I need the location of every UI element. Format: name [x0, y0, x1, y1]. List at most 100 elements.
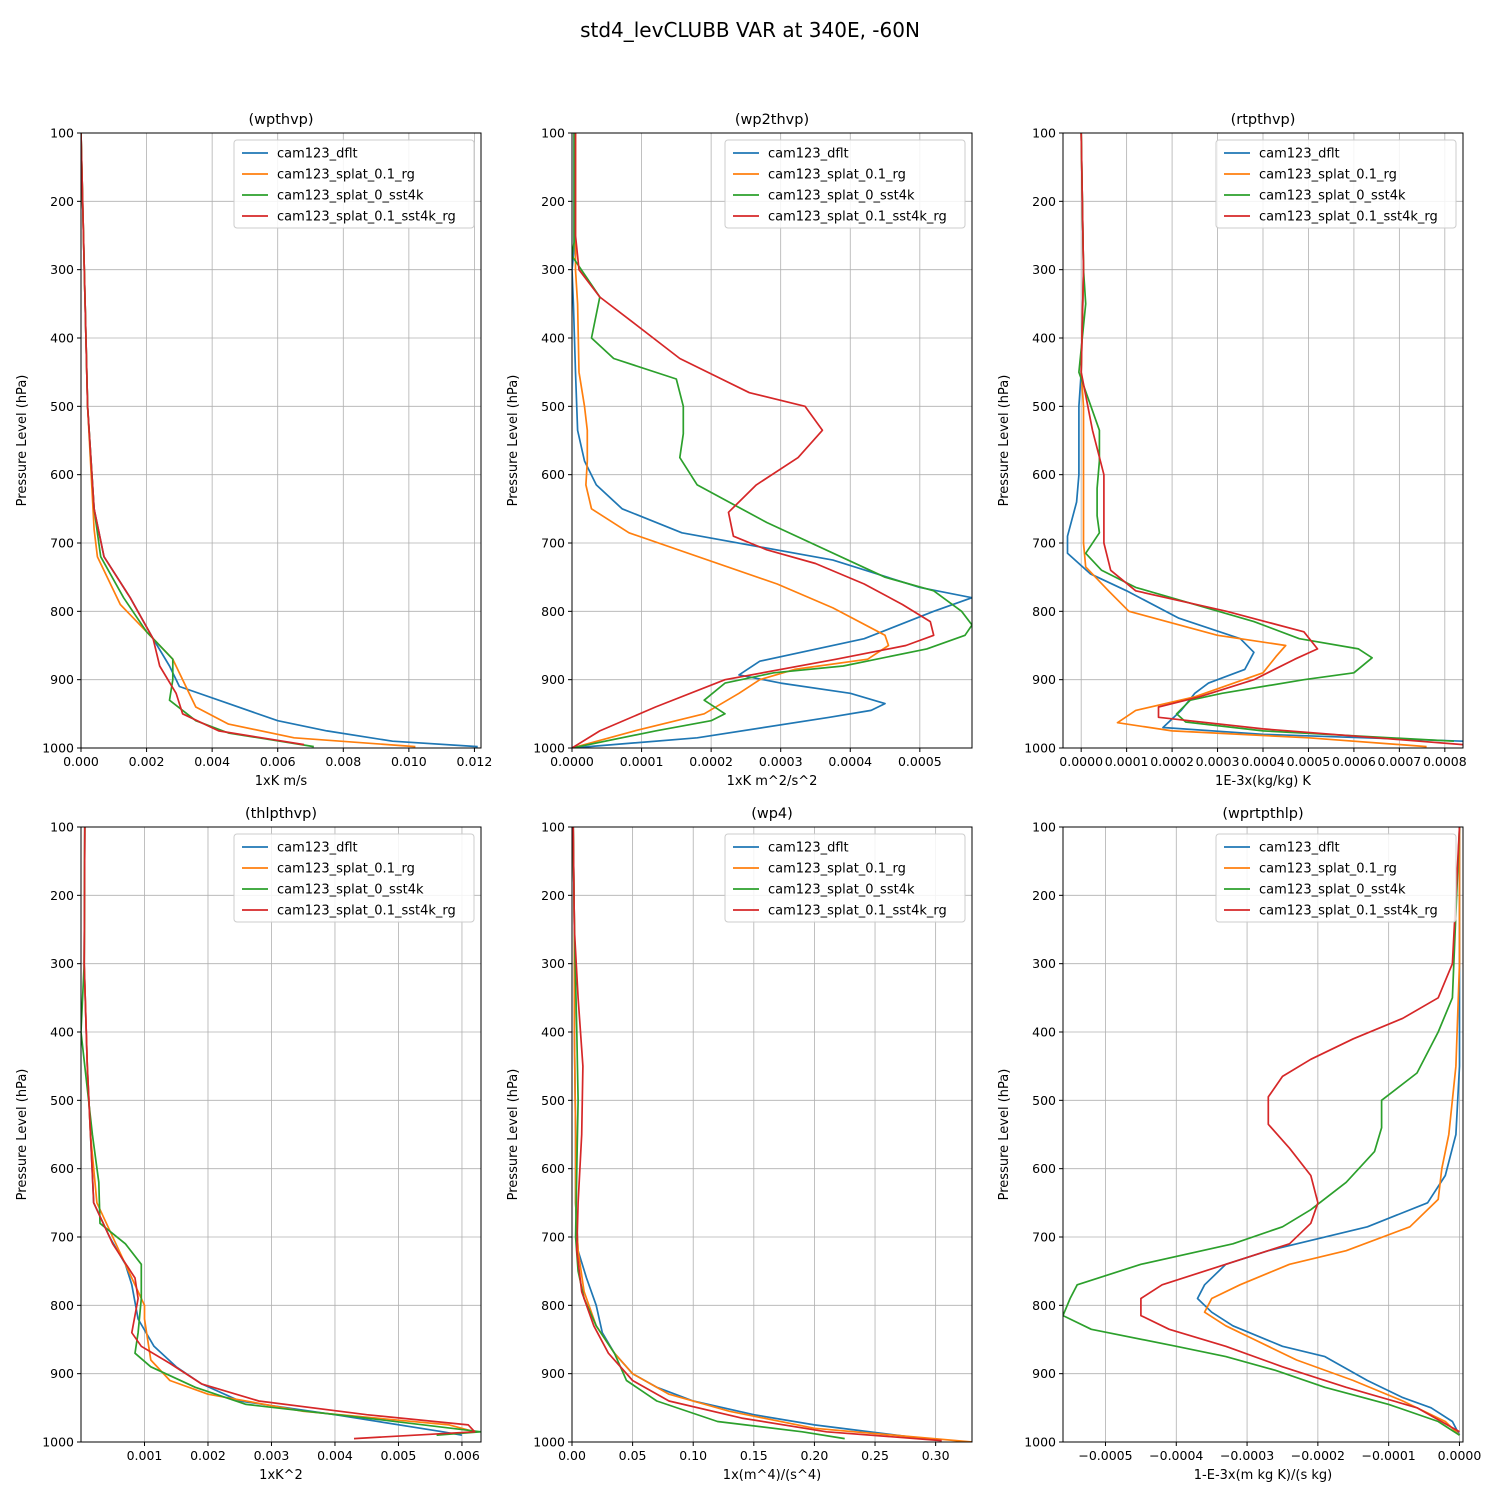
y-tick-label: 200	[541, 888, 565, 903]
y-tick-label: 600	[541, 1161, 565, 1176]
legend-box	[724, 139, 966, 229]
panel-4: 0.001 0.002 0.003 0.004 0.005 0.006 100 200 300 4…	[15, 806, 482, 1483]
y-tick-label: 1000	[42, 1435, 74, 1450]
x-tick-label: 0.0000	[550, 754, 594, 769]
x-tick-label: 0.0007	[1377, 754, 1421, 769]
x-tick-label: 0.0006	[1332, 754, 1376, 769]
x-tick-label: 0.0005	[1287, 754, 1331, 769]
legend-label: cam123_splat_0.1_rg	[768, 168, 906, 183]
y-tick-label: 200	[50, 888, 74, 903]
series-line-1	[572, 133, 972, 748]
y-tick-label: 400	[541, 331, 565, 346]
y-tick-label: 900	[50, 672, 74, 687]
x-tick-label: −0.0003	[1220, 1448, 1274, 1463]
y-tick-label: 300	[1032, 956, 1056, 971]
y-tick-label: 800	[50, 1298, 74, 1313]
x-tick-label: 0.002	[190, 1448, 226, 1463]
x-tick-label: 0.0004	[828, 754, 872, 769]
legend-label: cam123_splat_0.1_rg	[277, 168, 415, 183]
x-tick-label: 0.0001	[1105, 754, 1149, 769]
y-tick-label: 500	[1032, 399, 1056, 414]
x-axis-label: 1-E-3x(m kg K)/(s kg)	[1194, 1468, 1332, 1483]
y-axis-label: Pressure Level (hPa)	[506, 1069, 521, 1201]
x-tick-label: 0.0005	[898, 754, 942, 769]
x-tick-label: 0.0002	[1150, 754, 1194, 769]
y-axis-label: Pressure Level (hPa)	[15, 1069, 30, 1201]
x-tick-label: 0.008	[325, 754, 361, 769]
y-tick-label: 700	[50, 1230, 74, 1245]
series-line-4	[83, 827, 476, 1440]
x-tick-label: −0.0002	[1291, 1448, 1345, 1463]
y-tick-label: 300	[1032, 262, 1056, 277]
y-tick-label: 300	[50, 262, 74, 277]
y-tick-label: 600	[50, 467, 74, 482]
x-tick-label: 0.05	[619, 1448, 647, 1463]
legend-label: cam123_splat_0_sst4k	[277, 189, 424, 204]
x-tick-label: 0.10	[679, 1448, 707, 1463]
panel-6: −0.0005 −0.0004 −0.0003 −0.0002 −0.0001 0.000…	[997, 806, 1481, 1483]
legend-box	[724, 833, 966, 923]
y-tick-label: 400	[1032, 1025, 1056, 1040]
x-tick-label: 0.005	[381, 1448, 417, 1463]
panel-title: (thlpthvp)	[245, 806, 317, 822]
legend-label: cam123_splat_0.1_rg	[1259, 168, 1397, 183]
y-tick-label: 1000	[1024, 1435, 1056, 1450]
x-tick-label: 0.002	[129, 754, 165, 769]
x-tick-label: 0.20	[801, 1448, 829, 1463]
y-tick-label: 300	[541, 262, 565, 277]
y-tick-label: 500	[50, 399, 74, 414]
x-tick-label: 0.15	[740, 1448, 768, 1463]
x-tick-label: 0.006	[444, 1448, 480, 1463]
legend-label: cam123_splat_0.1_rg	[768, 862, 906, 877]
x-tick-label: −0.0004	[1149, 1448, 1203, 1463]
legend: cam123_dflt cam123_splat_0.1_rg cam123_spl…	[1215, 833, 1457, 923]
y-tick-label: 100	[50, 820, 74, 835]
y-tick-label: 200	[1032, 888, 1056, 903]
y-axis-label: Pressure Level (hPa)	[15, 375, 30, 507]
series-line-4	[81, 133, 305, 746]
y-tick-label: 100	[1032, 820, 1056, 835]
y-tick-label: 500	[541, 399, 565, 414]
legend-label: cam123_splat_0.1_sst4k_rg	[1259, 210, 1438, 225]
y-tick-label: 800	[1032, 604, 1056, 619]
y-tick-label: 1000	[42, 741, 74, 756]
y-tick-label: 700	[541, 536, 565, 551]
x-tick-label: 0.010	[391, 754, 427, 769]
x-tick-label: 0.0001	[620, 754, 664, 769]
y-tick-label: 600	[541, 467, 565, 482]
series-line-2	[1080, 133, 1427, 748]
legend-label: cam123_splat_0_sst4k	[1259, 189, 1406, 204]
y-tick-label: 900	[1032, 672, 1056, 687]
x-tick-label: 0.25	[861, 1448, 889, 1463]
legend: cam123_dflt cam123_splat_0.1_rg cam123_spl…	[724, 833, 966, 923]
legend-label: cam123_dflt	[277, 147, 358, 162]
legend: cam123_dflt cam123_splat_0.1_rg cam123_spl…	[233, 833, 475, 923]
legend-label: cam123_splat_0.1_sst4k_rg	[277, 904, 456, 919]
x-tick-label: 0.000	[63, 754, 99, 769]
y-tick-label: 900	[1032, 1366, 1056, 1381]
axes-frame	[571, 132, 973, 749]
y-axis-label: Pressure Level (hPa)	[506, 375, 521, 507]
y-tick-label: 700	[50, 536, 74, 551]
x-axis-label: 1xK m^2/s^2	[727, 774, 818, 789]
legend: cam123_dflt cam123_splat_0.1_rg cam123_spl…	[1215, 139, 1457, 229]
y-tick-label: 500	[50, 1093, 74, 1108]
legend-label: cam123_dflt	[1259, 841, 1340, 856]
y-tick-label: 100	[541, 820, 565, 835]
y-tick-label: 800	[50, 604, 74, 619]
legend-label: cam123_splat_0_sst4k	[768, 883, 915, 898]
y-tick-label: 500	[541, 1093, 565, 1108]
x-axis-label: 1xK^2	[259, 1468, 303, 1483]
x-tick-label: 0.006	[260, 754, 296, 769]
legend-label: cam123_splat_0.1_sst4k_rg	[768, 904, 947, 919]
y-tick-label: 200	[1032, 194, 1056, 209]
legend-label: cam123_dflt	[277, 841, 358, 856]
series-line-2	[572, 133, 890, 748]
series-line-4	[572, 827, 942, 1442]
series-line-3	[1063, 827, 1461, 1436]
x-tick-label: 0.30	[922, 1448, 950, 1463]
panel-title: (wp4)	[751, 806, 793, 822]
y-tick-label: 300	[50, 956, 74, 971]
y-tick-label: 400	[50, 1025, 74, 1040]
